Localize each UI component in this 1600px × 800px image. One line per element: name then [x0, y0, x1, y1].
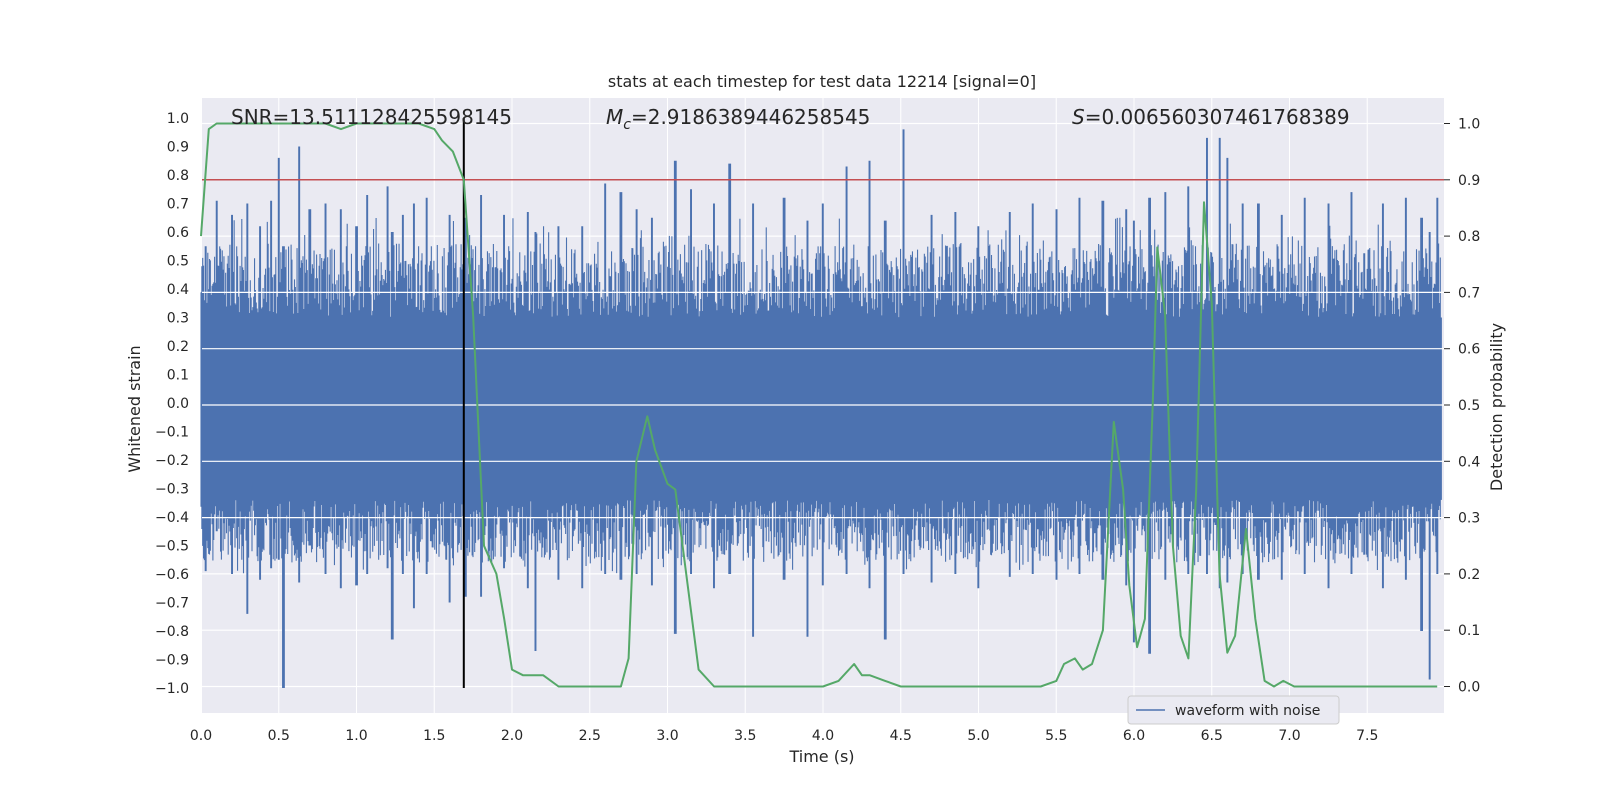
- legend-entry-waveform: waveform with noise: [1175, 703, 1320, 719]
- y2-tick-label: 0.3: [1458, 511, 1480, 527]
- y-tick-label: 0.3: [167, 311, 189, 327]
- y2-tick-label: 1.0: [1458, 117, 1480, 133]
- x-tick-label: 0.5: [268, 728, 290, 744]
- x-tick-label: 2.0: [501, 728, 523, 744]
- y-tick-label: −0.5: [155, 539, 189, 555]
- y-tick-label: 0.4: [167, 282, 189, 298]
- y-tick-label: 0.8: [167, 168, 189, 184]
- x-tick-label: 7.5: [1356, 728, 1378, 744]
- s-annotation: S=0.006560307461768389: [1072, 105, 1350, 129]
- x-tick-label: 2.5: [579, 728, 601, 744]
- y2-tick-label: 0.5: [1458, 398, 1480, 414]
- s-symbol: S: [1072, 105, 1085, 129]
- y2-tick-label: 0.0: [1458, 680, 1480, 696]
- y-tick-label: −1.0: [155, 681, 189, 697]
- waveform-series: [200, 129, 1444, 688]
- probability-line: [200, 122, 1438, 688]
- y-tick-label: −0.1: [155, 425, 189, 441]
- x-tick-label: 6.5: [1201, 728, 1223, 744]
- y2-tick-label: 0.7: [1458, 285, 1480, 301]
- x-tick-label: 4.5: [890, 728, 912, 744]
- x-tick-label: 3.0: [656, 728, 678, 744]
- y-tick-label: 0.6: [167, 225, 189, 241]
- y2-axis-label: Detection probability: [1487, 323, 1506, 491]
- x-tick-label: 7.0: [1278, 728, 1300, 744]
- x-tick-label: 3.5: [734, 728, 756, 744]
- x-tick-label: 1.5: [423, 728, 445, 744]
- y2-tick-label: 0.9: [1458, 173, 1480, 189]
- s-value: =0.006560307461768389: [1085, 105, 1350, 129]
- axes: 0.0 0.5 1.0 1.5 2.0 2.5 3.0 3.5 4.0 4.5 5.0 5.5 6.0 6…: [155, 111, 1480, 744]
- x-tick-label: 5.0: [967, 728, 989, 744]
- y-tick-label: −0.6: [155, 567, 189, 583]
- y-tick-label: −0.8: [155, 624, 189, 640]
- y-tick-label: 0.5: [167, 254, 189, 270]
- probability-series: [200, 122, 1438, 688]
- y2-tick-label: 0.4: [1458, 454, 1480, 470]
- x-tick-label: 0.0: [190, 728, 212, 744]
- y-tick-label: −0.4: [155, 510, 189, 526]
- y2-tick-label: 0.6: [1458, 342, 1480, 358]
- y-axis-label: Whitened strain: [125, 345, 144, 472]
- x-tick-label: 1.0: [345, 728, 367, 744]
- snr-annotation: SNR=13.511128425598145: [231, 105, 512, 129]
- mc-subscript: c: [623, 117, 631, 133]
- y-tick-label: 0.1: [167, 368, 189, 384]
- y-tick-label: 0.2: [167, 339, 189, 355]
- waveform-core-band: [201, 317, 1442, 500]
- y2-tick-label: 0.1: [1458, 623, 1480, 639]
- y-tick-label: 0.7: [167, 197, 189, 213]
- y2-tick-label: 0.2: [1458, 567, 1480, 583]
- y-tick-label: −0.2: [155, 453, 189, 469]
- y-tick-label: 1.0: [167, 111, 189, 127]
- y-tick-label: −0.7: [155, 596, 189, 612]
- y-tick-label: 0.9: [167, 140, 189, 156]
- legend-box: [1127, 695, 1340, 725]
- x-tick-label: 5.5: [1045, 728, 1067, 744]
- x-axis-label: Time (s): [788, 747, 854, 766]
- mc-symbol: M: [606, 105, 623, 129]
- mc-annotation: Mc=2.9186389446258545: [606, 105, 870, 133]
- chart-title: stats at each timestep for test data 122…: [608, 72, 1036, 91]
- y-tick-label: −0.9: [155, 653, 189, 669]
- x-tick-label: 6.0: [1123, 728, 1145, 744]
- mc-value: =2.9186389446258545: [631, 105, 870, 129]
- legend: waveform with noise: [1127, 695, 1340, 725]
- y-tick-label: 0.0: [167, 396, 189, 412]
- x-tick-label: 4.0: [812, 728, 834, 744]
- y2-tick-label: 0.8: [1458, 229, 1480, 245]
- y-tick-label: −0.3: [155, 482, 189, 498]
